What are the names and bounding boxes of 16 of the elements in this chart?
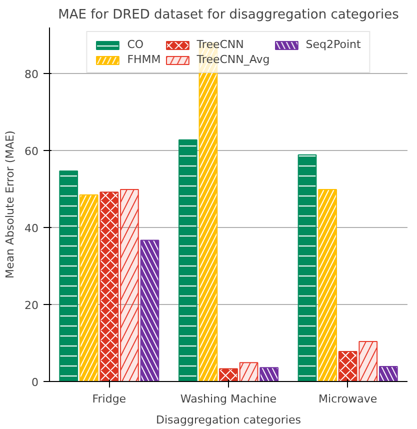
- x-tick-label: Washing Machine: [180, 392, 277, 406]
- chart-title: MAE for DRED dataset for disaggregation categories: [58, 8, 400, 22]
- y-tick-label: 20: [24, 299, 39, 312]
- x-axis-title: Disaggregation categories: [156, 414, 302, 426]
- y-axis-title: Mean Absolute Error (MAE): [4, 130, 17, 278]
- y-tick-label: 0: [32, 376, 38, 389]
- legend-label: Seq2Point: [306, 38, 361, 51]
- y-tick-label: 40: [24, 222, 39, 236]
- x-tick-label: Fridge: [92, 392, 126, 406]
- legend-label: FHMM: [127, 53, 161, 66]
- x-tick-label: Microwave: [318, 392, 378, 406]
- legend-label: TreeCNN_Avg: [196, 53, 270, 66]
- legend-label: CO: [127, 38, 145, 51]
- legend-label: TreeCNN: [196, 38, 244, 51]
- y-tick-label: 80: [24, 68, 39, 82]
- y-tick-label: 60: [24, 145, 39, 158]
